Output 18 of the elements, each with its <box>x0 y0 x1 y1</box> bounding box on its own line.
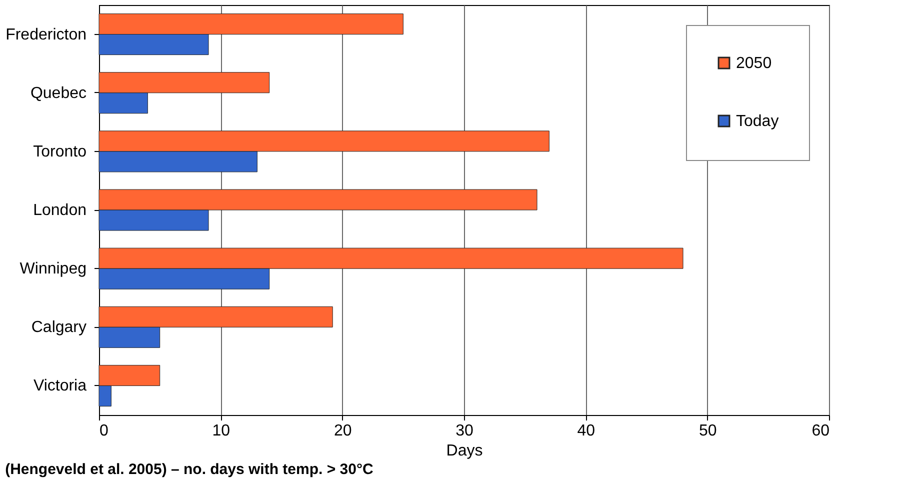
y-tick-label: Quebec <box>30 84 86 102</box>
x-tick-label: 40 <box>577 422 596 440</box>
x-tick-label: 10 <box>212 422 230 440</box>
x-axis-title: Days <box>446 442 483 460</box>
x-tick-label: 30 <box>456 422 474 440</box>
y-tick-label: London <box>33 202 86 219</box>
x-tick-label: 50 <box>698 422 717 440</box>
legend-label: Today <box>736 113 779 130</box>
y-tick-label: Winnipeg <box>20 260 86 278</box>
y-tick-label: Calgary <box>31 319 86 336</box>
x-tick-label: 20 <box>334 422 352 440</box>
x-tick-label: 60 <box>812 422 830 440</box>
legend-label: 2050 <box>736 55 772 72</box>
y-tick-label: Victoria <box>33 378 87 395</box>
text: (Hengeveld et al. 2005) – no. days with temp. > 30°C <box>5 461 374 478</box>
y-tick-label: Toronto <box>33 143 87 160</box>
x-tick-label: 0 <box>100 422 108 440</box>
y-tick-label: Fredericton <box>6 26 86 44</box>
